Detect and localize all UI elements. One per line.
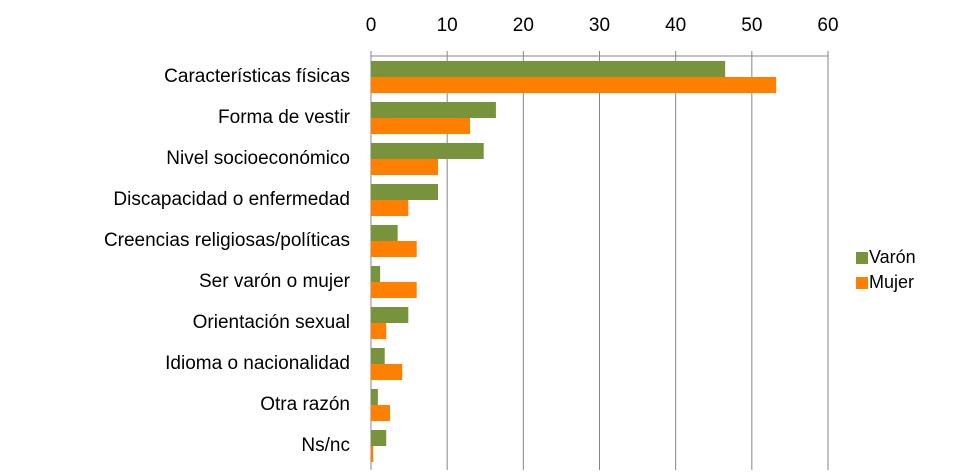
x-tick-label: 0 — [366, 15, 377, 36]
bar — [371, 430, 387, 446]
y-tick-label: Otra razón — [260, 394, 350, 415]
legend-swatch — [856, 252, 868, 264]
bar — [371, 102, 496, 118]
bar — [371, 405, 391, 421]
bar — [371, 225, 398, 241]
bar — [371, 118, 471, 134]
x-tick-label: 40 — [665, 15, 686, 36]
bar — [371, 241, 417, 257]
bar — [371, 389, 378, 405]
legend-label: Varón — [869, 247, 916, 267]
bar — [371, 159, 439, 175]
y-tick-label: Idioma o nacionalidad — [165, 353, 350, 374]
bar — [371, 348, 385, 364]
x-tick-label: 20 — [513, 15, 534, 36]
bar — [371, 184, 439, 200]
y-tick-label: Características físicas — [164, 66, 350, 87]
y-tick-label: Ser varón o mujer — [199, 271, 351, 292]
legend-swatch — [856, 277, 868, 289]
bar — [371, 77, 777, 93]
bar — [371, 307, 409, 323]
bar — [371, 282, 417, 298]
x-tick-label: 60 — [817, 15, 838, 36]
bar — [371, 143, 484, 159]
x-tick-label: 10 — [437, 15, 458, 36]
bar — [371, 61, 726, 77]
y-tick-label: Ns/nc — [301, 435, 350, 456]
y-tick-label: Discapacidad o enfermedad — [113, 189, 350, 210]
x-tick-label: 30 — [589, 15, 610, 36]
x-tick-label: 50 — [741, 15, 762, 36]
y-tick-label: Creencias religiosas/políticas — [104, 230, 350, 251]
y-tick-label: Orientación sexual — [193, 312, 350, 333]
y-tick-label: Forma de vestir — [218, 107, 351, 128]
bar — [371, 266, 381, 282]
bar — [371, 323, 387, 339]
y-tick-label: Nivel socioeconómico — [166, 148, 350, 169]
bar — [371, 200, 409, 216]
bar — [371, 364, 403, 380]
bar — [371, 446, 374, 462]
legend-label: Mujer — [869, 272, 914, 292]
